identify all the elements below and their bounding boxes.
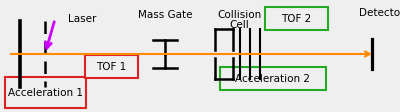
FancyBboxPatch shape xyxy=(264,7,328,30)
Text: Acceleration 2: Acceleration 2 xyxy=(235,73,310,83)
FancyBboxPatch shape xyxy=(84,55,138,78)
FancyBboxPatch shape xyxy=(220,67,326,90)
Text: Collision: Collision xyxy=(217,10,261,20)
Text: Laser: Laser xyxy=(68,14,96,24)
Text: Cell: Cell xyxy=(229,20,249,30)
Text: Acceleration 1: Acceleration 1 xyxy=(8,87,82,97)
FancyBboxPatch shape xyxy=(4,77,86,108)
Text: TOF 2: TOF 2 xyxy=(281,14,311,24)
Text: Mass Gate: Mass Gate xyxy=(138,10,192,20)
Text: TOF 1: TOF 1 xyxy=(96,61,126,71)
Text: Detector: Detector xyxy=(359,8,400,18)
